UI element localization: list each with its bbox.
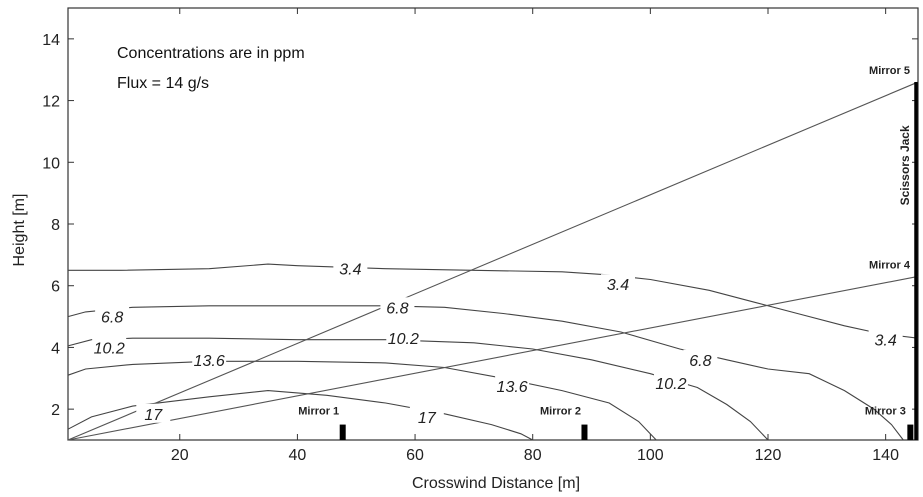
contour-lines <box>67 263 919 441</box>
x-tick-label: 60 <box>406 447 424 464</box>
beam-line-1 <box>67 81 919 441</box>
scissors-jack-label: Scissors Jack <box>898 125 912 205</box>
mirror-1-marker <box>339 424 346 440</box>
y-tick-label: 6 <box>51 279 60 296</box>
contour-line-3-4 <box>68 263 919 339</box>
contour-label: 10.2 <box>388 331 419 348</box>
contour-label-backdrop <box>683 349 718 369</box>
contour-label: 13.6 <box>194 353 225 370</box>
mirror-3-marker <box>907 424 914 440</box>
contour-label: 10.2 <box>94 340 125 357</box>
y-axis-title: Height [m] <box>11 194 28 267</box>
plot-area-frame <box>67 7 919 441</box>
contour-label-backdrop <box>92 337 127 357</box>
mirrors: Scissors Jack Mirror 1 Mirror 2 Mirror 3 Mir… <box>298 65 918 440</box>
y-tick-label: 2 <box>51 402 60 419</box>
annotation-flux: Flux = 14 g/s <box>117 75 209 92</box>
contour-label-backdrop <box>653 372 688 392</box>
x-tick-label: 80 <box>524 447 542 464</box>
contour-label: 6.8 <box>386 300 408 317</box>
contour-label-backdrop <box>380 297 415 317</box>
y-tick-label: 14 <box>42 32 60 49</box>
contour-label-backdrop <box>333 258 368 278</box>
x-tick-label: 120 <box>755 447 782 464</box>
mirror-1-label: Mirror 1 <box>298 406 339 418</box>
mirror-3-label: Mirror 3 <box>865 406 906 418</box>
contour-label: 13.6 <box>497 379 528 396</box>
contour-label-backdrop <box>95 306 130 326</box>
contour-line-6-8 <box>67 305 904 441</box>
contour-label: 10.2 <box>655 376 686 393</box>
contour-label-backdrop <box>192 349 227 369</box>
mirror-2-marker <box>581 424 588 440</box>
plot-frame <box>67 7 919 441</box>
contour-label-backdrop <box>601 274 635 294</box>
mirror-4-label: Mirror 4 <box>869 259 911 271</box>
contour-label: 17 <box>418 410 437 427</box>
y-tick-label: 12 <box>42 94 60 111</box>
contour-label: 3.4 <box>607 277 629 294</box>
y-tick-label: 10 <box>42 155 60 172</box>
contour-labels: 3.43.43.46.86.86.810.210.210.213.613.617… <box>92 258 903 427</box>
x-tick-label: 100 <box>637 447 664 464</box>
contour-label: 3.4 <box>339 262 361 279</box>
tick-labels: 20 40 60 80 100 120 140 2 4 6 8 10 12 14 <box>42 32 899 464</box>
contour-label-backdrop <box>495 376 530 395</box>
contour-label: 6.8 <box>101 310 123 327</box>
contour-line-10-2 <box>67 337 769 441</box>
contour-label: 6.8 <box>689 353 711 370</box>
contour-label-backdrop <box>868 329 903 349</box>
x-axis-title: Crosswind Distance [m] <box>412 475 580 492</box>
contour-label: 3.4 <box>875 333 897 350</box>
contour-label-backdrop <box>409 406 444 426</box>
contour-label-backdrop <box>136 403 171 423</box>
axis-ticks <box>68 8 918 440</box>
mirror-2-label: Mirror 2 <box>540 406 581 418</box>
contour-label: 17 <box>144 407 163 424</box>
mirror-5-label: Mirror 5 <box>869 65 910 77</box>
beam-lines <box>67 81 919 441</box>
x-tick-label: 40 <box>289 447 307 464</box>
y-tick-label: 4 <box>51 340 60 357</box>
annotation-units: Concentrations are in ppm <box>117 45 305 62</box>
beam-line-2 <box>67 275 919 441</box>
y-tick-label: 8 <box>51 217 60 234</box>
contour-label-backdrop <box>386 328 421 348</box>
contour-line-13-6 <box>67 360 657 441</box>
x-tick-label: 20 <box>171 447 189 464</box>
x-tick-label: 140 <box>872 447 899 464</box>
contour-line-17 <box>67 390 533 441</box>
